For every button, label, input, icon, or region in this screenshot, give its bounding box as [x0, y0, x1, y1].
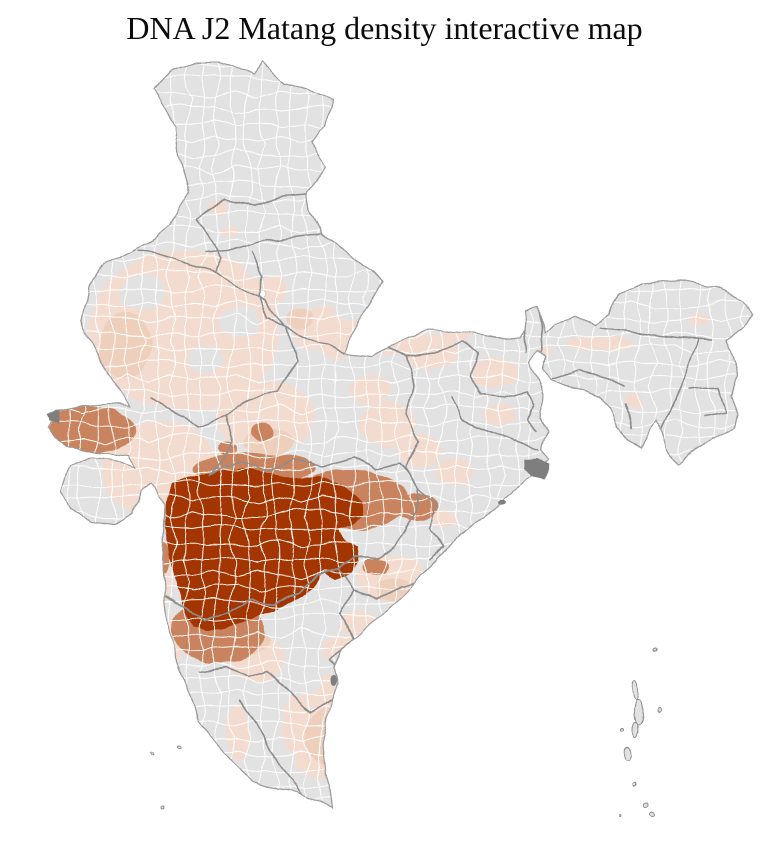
map-body[interactable] — [40, 55, 764, 833]
lakshadweep-islands[interactable] — [152, 745, 180, 810]
sundarbans-delta — [522, 458, 548, 480]
water-features — [46, 410, 548, 686]
chilika-lake — [497, 500, 507, 506]
andaman-nicobar-islands[interactable] — [619, 647, 663, 818]
map-title: DNA J2 Matang density interactive map — [126, 10, 643, 46]
kutch-creek — [46, 410, 60, 423]
pulicat-lake — [331, 676, 337, 686]
density-high-cluster[interactable] — [166, 469, 361, 630]
